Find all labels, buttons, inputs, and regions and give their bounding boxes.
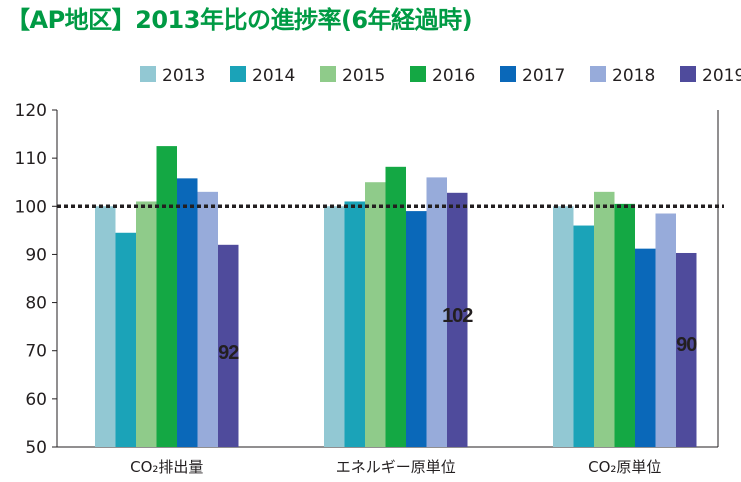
legend-item-2016: 2016 <box>410 66 475 86</box>
y-tick-label: 50 <box>25 438 47 458</box>
bar-2017-2 <box>406 211 427 447</box>
x-category-label: CO₂原単位 <box>588 458 661 476</box>
legend-swatch <box>140 66 156 82</box>
bar-2017-1 <box>177 178 198 447</box>
legend-item-2017: 2017 <box>500 66 565 86</box>
legend-item-2019: 2019 <box>680 66 741 86</box>
bar-2013-3 <box>553 206 574 447</box>
bar-2013-2 <box>324 206 345 447</box>
legend-label: 2015 <box>342 66 385 86</box>
legend-label: 2017 <box>522 66 565 86</box>
legend-label: 2016 <box>432 66 475 86</box>
legend-label: 2019 <box>702 66 741 86</box>
x-category-label: CO₂排出量 <box>130 458 203 476</box>
bar-2015-1 <box>136 201 157 447</box>
plot-area: 50 60 70 80 90 100 110 120 CO₂排出量 エネルギー原単位 CO₂原単位 9… <box>15 101 724 476</box>
bar-2018-1 <box>197 191 218 447</box>
bar-2018-3 <box>655 213 676 447</box>
bar-2016-2 <box>385 166 406 447</box>
y-tick-label: 90 <box>25 245 47 265</box>
legend: 2013 2014 2015 2016 2017 2018 2019 <box>140 66 741 86</box>
bar-2016-1 <box>156 146 177 447</box>
legend-label: 2014 <box>252 66 295 86</box>
legend-label: 2018 <box>612 66 655 86</box>
x-category-label: エネルギー原単位 <box>336 458 456 476</box>
bar-2019-2 <box>447 192 468 447</box>
legend-item-2015: 2015 <box>320 66 385 86</box>
y-tick-label: 110 <box>15 149 47 169</box>
bar-2013-1 <box>95 206 116 447</box>
y-tick-label: 100 <box>15 197 47 217</box>
data-label-2019: 92 <box>218 342 239 364</box>
y-tick-label: 60 <box>25 390 47 410</box>
y-tick-label: 70 <box>25 342 47 362</box>
legend-item-2018: 2018 <box>590 66 655 86</box>
legend-swatch <box>230 66 246 82</box>
legend-item-2014: 2014 <box>230 66 295 86</box>
legend-label: 2013 <box>162 66 205 86</box>
data-label-2019: 102 <box>442 305 473 327</box>
bar-2014-3 <box>573 225 594 447</box>
legend-swatch <box>680 66 696 82</box>
legend-swatch <box>320 66 336 82</box>
legend-item-2013: 2013 <box>140 66 205 86</box>
bar-2019-1 <box>218 244 239 447</box>
legend-swatch <box>590 66 606 82</box>
bar-2014-1 <box>115 232 136 447</box>
y-tick-label: 80 <box>25 294 47 314</box>
legend-swatch <box>410 66 426 82</box>
y-tick-label: 120 <box>15 101 47 121</box>
bar-2014-2 <box>344 201 365 447</box>
bar-2015-2 <box>365 182 386 447</box>
bar-2016-3 <box>614 203 635 447</box>
legend-swatch <box>500 66 516 82</box>
bar-2017-3 <box>635 248 656 447</box>
bar-2015-3 <box>594 191 615 447</box>
bar-2018-2 <box>426 177 447 447</box>
data-label-2019: 90 <box>676 334 697 356</box>
chart-title: 【AP地区】2013年比の進捗率(6年経過時) <box>6 6 473 34</box>
bar-2019-3 <box>676 252 697 447</box>
